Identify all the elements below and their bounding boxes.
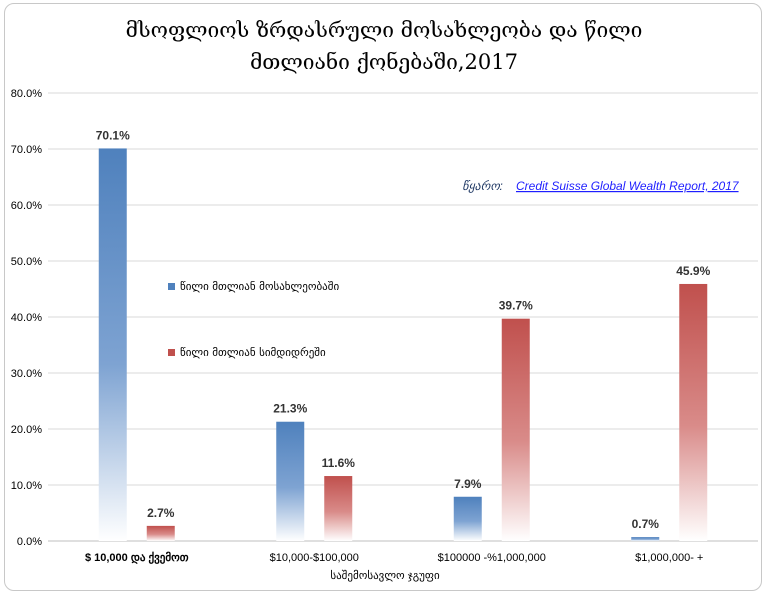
chart-title: მსოფლიოს ზრდასრული მოსახლეობა და წილი მთ… bbox=[5, 14, 761, 78]
data-label: 2.7% bbox=[147, 506, 175, 520]
source-label: წყარო: bbox=[462, 179, 503, 193]
source-link[interactable]: Credit Suisse Global Wealth Report, 2017 bbox=[516, 179, 740, 193]
x-tick-label: $1,000,000- + bbox=[635, 552, 703, 564]
y-tick-label: 0.0% bbox=[17, 536, 42, 548]
data-label: 0.7% bbox=[632, 517, 660, 531]
legend-swatch-population bbox=[168, 283, 175, 290]
y-tick-label: 30.0% bbox=[11, 368, 42, 380]
bar-wealth bbox=[146, 525, 175, 541]
bar-population bbox=[98, 148, 127, 541]
bar-population bbox=[276, 421, 305, 541]
bar-wealth bbox=[679, 283, 708, 541]
legend-label-population: წილი მთლიან მოსახლეობაში bbox=[180, 280, 339, 293]
y-tick-label: 50.0% bbox=[11, 256, 42, 268]
bar-wealth bbox=[324, 476, 353, 541]
bar-population bbox=[453, 496, 482, 541]
data-label: 39.7% bbox=[499, 299, 533, 313]
x-axis-categories: $ 10,000 და ქვემოთ $10,000-$100,000 $10000… bbox=[85, 551, 703, 564]
legend: წილი მთლიან მოსახლეობაში წილი მთლიან სიმ… bbox=[168, 280, 339, 359]
y-axis-ticks: 0.0% 10.0% 20.0% 30.0% 40.0% 50.0% 60.0% 70.0% 8… bbox=[11, 88, 42, 548]
bar-population bbox=[631, 537, 660, 541]
chart-title-line-1: მსოფლიოს ზრდასრული მოსახლეობა და წილი bbox=[125, 18, 643, 42]
bars bbox=[98, 148, 708, 541]
data-label: 70.1% bbox=[96, 128, 130, 142]
chart-title-line-2: მთლიანი ქონებაში,2017 bbox=[250, 50, 518, 74]
x-tick-label: $ 10,000 და ქვემოთ bbox=[85, 551, 189, 564]
y-tick-label: 80.0% bbox=[11, 88, 42, 100]
legend-label-wealth: წილი მთლიან სიმდიდრეში bbox=[180, 346, 326, 359]
y-tick-label: 40.0% bbox=[11, 312, 42, 324]
data-label: 7.9% bbox=[454, 477, 482, 491]
y-tick-label: 20.0% bbox=[11, 424, 42, 436]
x-axis-title: საშემოსავლო ჯგუფი bbox=[330, 569, 440, 582]
x-tick-label: $10,000-$100,000 bbox=[270, 552, 359, 564]
legend-swatch-wealth bbox=[168, 349, 175, 356]
x-tick-label: $100000 -%1,000,000 bbox=[438, 552, 546, 564]
gridlines bbox=[48, 92, 758, 542]
bar-wealth bbox=[501, 318, 530, 541]
data-label: 21.3% bbox=[273, 402, 307, 416]
y-tick-label: 60.0% bbox=[11, 200, 42, 212]
value-labels: 70.1% 2.7% 21.3% 11.6% 7.9% 39.7% 0.7% 45.9% bbox=[96, 128, 711, 531]
data-label: 45.9% bbox=[676, 264, 710, 278]
source-note: წყარო: Credit Suisse Global Wealth Repor… bbox=[462, 179, 740, 193]
y-tick-label: 70.0% bbox=[11, 144, 42, 156]
chart-frame: მსოფლიოს ზრდასრული მოსახლეობა და წილი მთ… bbox=[4, 3, 762, 591]
data-label: 11.6% bbox=[322, 456, 356, 470]
y-tick-label: 10.0% bbox=[11, 480, 42, 492]
